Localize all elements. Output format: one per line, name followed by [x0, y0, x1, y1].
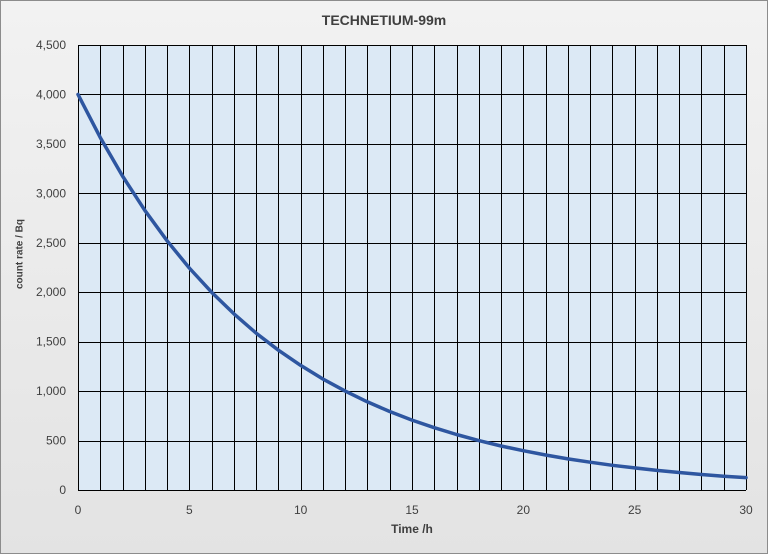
x-tick-label: 30 [739, 503, 753, 517]
y-tick-label: 0 [59, 483, 66, 497]
x-tick-label: 5 [186, 503, 193, 517]
y-tick-label: 3,000 [36, 186, 66, 200]
x-tick-label: 15 [405, 503, 419, 517]
y-axis-title: count rate / Bq [14, 218, 26, 290]
y-tick-label: 4,000 [36, 87, 66, 101]
y-tick-label: 3,500 [36, 137, 66, 151]
chart-title: TECHNETIUM-99m [321, 12, 447, 28]
y-tick-label: 2,500 [36, 236, 66, 250]
y-tick-label: 2,000 [36, 285, 66, 299]
decay-curve-line [76, 92, 748, 480]
y-tick-label: 500 [46, 434, 66, 448]
x-tick-label: 0 [75, 503, 82, 517]
x-tick-label: 10 [294, 503, 308, 517]
y-tick-label: 1,000 [36, 384, 66, 398]
x-tick-label: 20 [517, 503, 531, 517]
y-tick-label: 1,500 [36, 335, 66, 349]
x-tick-label: 25 [628, 503, 642, 517]
x-axis-title: Time /h [391, 522, 433, 536]
y-tick-label: 4,500 [36, 38, 66, 52]
